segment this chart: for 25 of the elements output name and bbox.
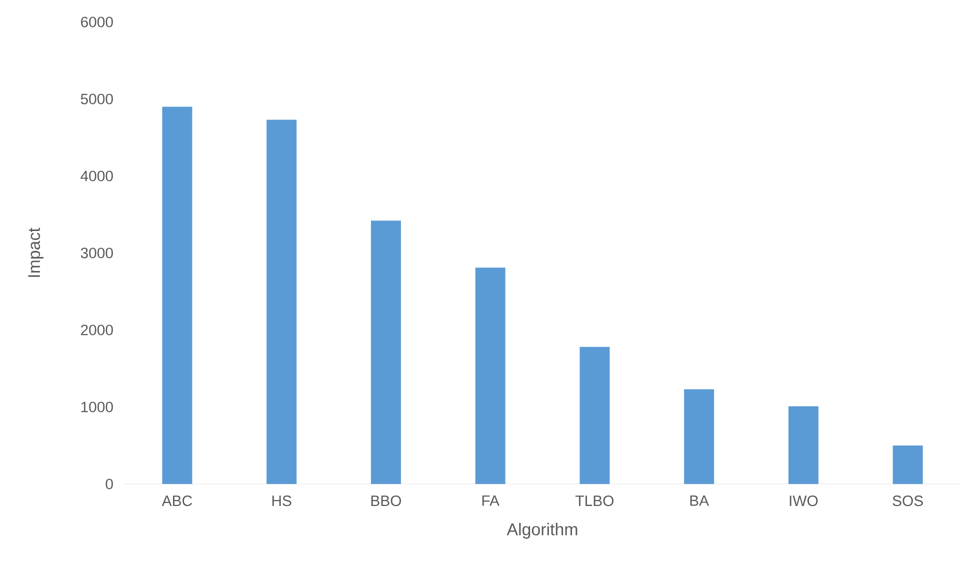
- bar: [475, 268, 506, 484]
- y-axis-title: Impact: [28, 228, 44, 277]
- bar: [684, 389, 714, 484]
- x-axis-title: Algorithm: [506, 522, 578, 539]
- bar: [788, 406, 818, 484]
- bar: [162, 106, 192, 484]
- bar: [892, 445, 923, 484]
- x-tick-label: BBO: [371, 496, 402, 506]
- y-tick-label: 4000: [80, 170, 113, 182]
- bar: [266, 120, 297, 484]
- x-tick-label: BA: [690, 496, 710, 506]
- y-tick-label: 3000: [80, 248, 113, 258]
- x-tick-label: FA: [482, 496, 500, 506]
- x-tick-label: IWO: [790, 496, 818, 506]
- x-tick-label: ABC: [162, 496, 192, 506]
- x-tick-label: TLBO: [576, 496, 614, 506]
- x-tick-label: HS: [272, 496, 292, 506]
- y-tick-label: 1000: [81, 402, 113, 412]
- y-tick-label: 0: [106, 478, 113, 490]
- y-tick-label: 2000: [80, 324, 113, 336]
- y-tick-label: 6000: [81, 16, 113, 28]
- bar: [370, 220, 401, 484]
- x-tick-label: SOS: [892, 496, 923, 506]
- y-tick-label: 5000: [80, 94, 113, 104]
- bar: [580, 346, 610, 484]
